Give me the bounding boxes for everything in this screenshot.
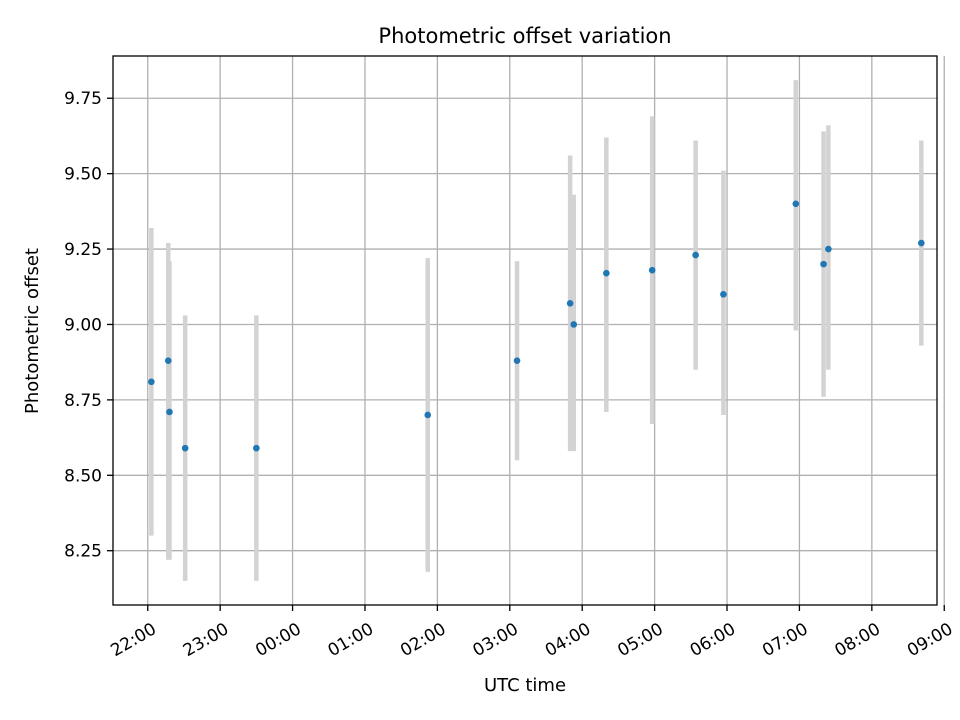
data-points [148,200,925,452]
data-point [820,260,827,268]
data-point [918,239,925,247]
x-axis-title: UTC time [484,675,566,696]
data-point [424,411,432,419]
y-tick-label: 9.75 [64,89,102,109]
data-point [513,357,521,364]
y-tick-label: 8.25 [64,542,102,562]
y-tick-label: 8.75 [64,391,102,411]
data-point [566,300,574,307]
data-point [181,444,189,452]
data-point [603,269,610,277]
chart-title: Photometric offset variation [378,24,671,48]
data-point [164,357,172,364]
data-point [692,251,699,259]
plot-area-frame [112,55,938,606]
y-tick-label: 9.00 [64,315,102,335]
data-point [570,321,578,328]
y-tick-label: 8.50 [64,466,102,486]
data-point [648,266,656,274]
data-point [825,245,832,253]
data-point [166,408,173,416]
data-point [148,378,155,386]
y-tick-label: 9.25 [64,240,102,260]
data-point [253,444,260,452]
data-point [720,291,727,298]
grid-lines [113,56,945,605]
data-point [792,200,800,208]
y-tick-label: 9.50 [64,165,102,185]
y-axis-title: Photometric offset [22,248,43,414]
y-axis: 8.25 8.50 8.75 9.00 9.25 9.50 9.75 [64,89,113,562]
